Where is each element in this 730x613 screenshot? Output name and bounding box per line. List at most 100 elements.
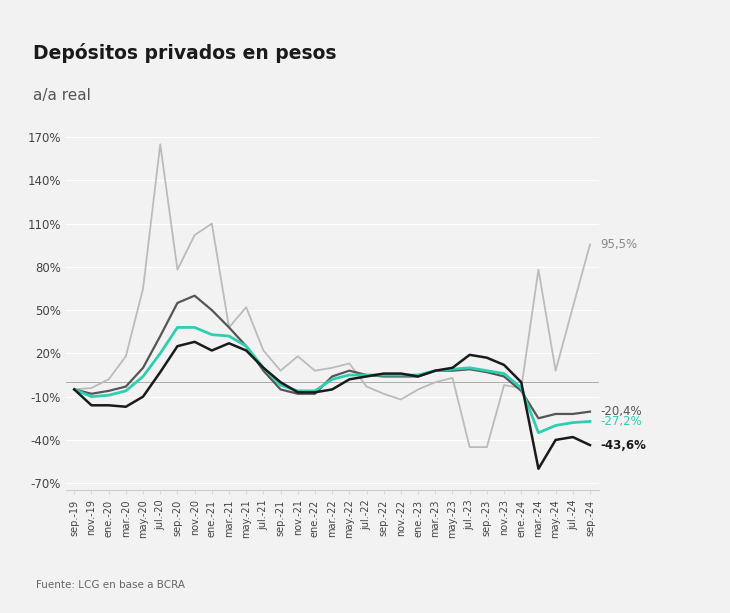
Total (293, 387, 302, 395)
Otros (465, 443, 474, 451)
Plazo fijo (293, 389, 302, 396)
Total (191, 324, 199, 331)
Total (345, 371, 354, 379)
Plazo fijo (259, 364, 268, 371)
Otros (534, 266, 543, 273)
Plazo fijo (569, 433, 577, 441)
Text: Depósitos privados en pesos: Depósitos privados en pesos (33, 43, 337, 63)
A la vista (310, 390, 319, 397)
A la vista (465, 365, 474, 373)
A la vista (225, 324, 234, 331)
Total (465, 364, 474, 371)
Plazo fijo (414, 373, 423, 380)
Total (431, 367, 439, 375)
A la vista (362, 371, 371, 379)
Plazo fijo (534, 465, 543, 473)
Plazo fijo (191, 338, 199, 346)
A la vista (569, 410, 577, 417)
Plazo fijo (345, 376, 354, 383)
A la vista (293, 390, 302, 397)
Plazo fijo (517, 379, 526, 386)
Otros (207, 220, 216, 227)
Otros (156, 140, 165, 148)
Otros (380, 390, 388, 397)
Total (173, 324, 182, 331)
Otros (499, 381, 508, 389)
Total (70, 386, 79, 393)
Otros (225, 324, 234, 331)
Otros (191, 232, 199, 239)
Otros (276, 367, 285, 375)
Total (534, 429, 543, 436)
Text: -43,6%: -43,6% (600, 439, 646, 452)
Total (121, 387, 130, 395)
Otros (242, 303, 250, 311)
Plazo fijo (448, 364, 457, 371)
Total (551, 422, 560, 429)
Total (483, 367, 491, 375)
Otros (70, 386, 79, 393)
A la vista (156, 332, 165, 340)
A la vista (139, 364, 147, 371)
Total (156, 349, 165, 357)
Plazo fijo (207, 347, 216, 354)
Otros (310, 367, 319, 375)
Total (242, 343, 250, 350)
Text: 95,5%: 95,5% (600, 238, 637, 251)
Plazo fijo (465, 351, 474, 359)
Total (87, 393, 96, 400)
A la vista (191, 292, 199, 299)
A la vista (70, 386, 79, 393)
A la vista (104, 387, 113, 395)
Plazo fijo (276, 379, 285, 386)
Otros (431, 379, 439, 386)
A la vista (431, 367, 439, 375)
A la vista (121, 383, 130, 390)
A la vista (448, 367, 457, 375)
Total (380, 371, 388, 379)
Otros (328, 364, 337, 371)
Plazo fijo (121, 403, 130, 411)
Otros (104, 376, 113, 383)
A la vista (517, 387, 526, 395)
Text: Fuente: LCG en base a BCRA: Fuente: LCG en base a BCRA (36, 581, 185, 590)
A la vista (551, 410, 560, 417)
A la vista (534, 414, 543, 422)
A la vista (414, 373, 423, 380)
A la vista (396, 373, 405, 380)
Plazo fijo (156, 368, 165, 376)
Plazo fijo (139, 393, 147, 400)
Otros (121, 352, 130, 360)
Otros (585, 241, 594, 248)
Line: Otros: Otros (74, 144, 590, 447)
Text: -20,4%: -20,4% (600, 405, 642, 418)
Plazo fijo (431, 367, 439, 375)
Otros (396, 396, 405, 403)
Otros (414, 386, 423, 393)
Line: A la vista: A la vista (74, 295, 590, 418)
Total (362, 371, 371, 379)
Total (276, 381, 285, 389)
Line: Plazo fijo: Plazo fijo (74, 342, 590, 469)
A la vista (173, 299, 182, 306)
A la vista (499, 373, 508, 380)
Line: Total: Total (74, 327, 590, 433)
Total (310, 387, 319, 395)
Plazo fijo (87, 402, 96, 409)
Text: -27,2%: -27,2% (600, 415, 642, 428)
Total (448, 365, 457, 373)
Text: a/a real: a/a real (33, 88, 91, 103)
Plazo fijo (225, 340, 234, 347)
A la vista (380, 373, 388, 380)
Otros (345, 360, 354, 367)
Total (517, 384, 526, 392)
Plazo fijo (499, 361, 508, 368)
Total (259, 364, 268, 371)
Total (139, 373, 147, 380)
Total (207, 331, 216, 338)
Otros (293, 352, 302, 360)
Total (569, 419, 577, 426)
Otros (569, 303, 577, 311)
Otros (87, 384, 96, 392)
Otros (139, 285, 147, 292)
